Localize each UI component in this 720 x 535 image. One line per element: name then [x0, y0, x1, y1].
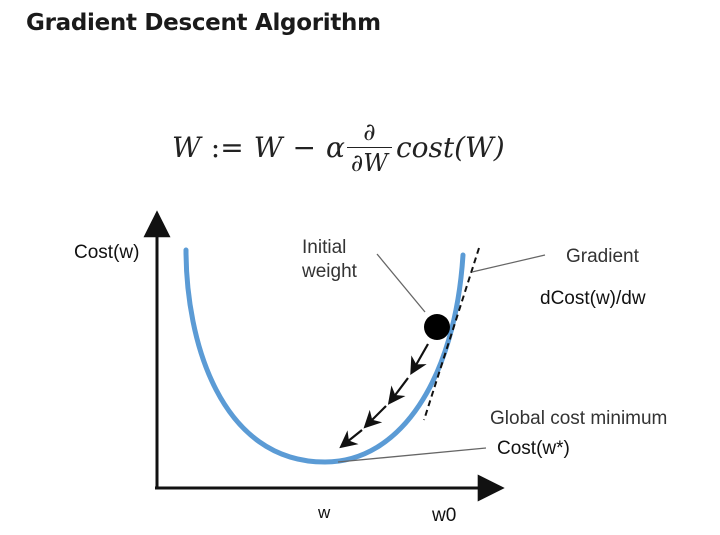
formula-derivative-fraction: ∂ ∂W — [346, 117, 392, 175]
page-title: Gradient Descent Algorithm — [26, 10, 381, 36]
gradient-label: Gradient — [566, 246, 639, 267]
x-tick-label-w0: w0 — [432, 505, 457, 526]
formula-partial-numerator: ∂ — [363, 117, 376, 146]
initial-weight-label-line2: weight — [302, 261, 357, 282]
formula-lhs: W — [172, 130, 201, 164]
formula-assign: := — [210, 130, 244, 164]
initial-weight-point — [424, 314, 450, 340]
update-rule-formula: W := W − α ∂ ∂W cost(W) — [172, 112, 505, 182]
global-minimum-value-label: Cost(w*) — [497, 438, 570, 459]
initial-weight-label: Initial weight — [302, 236, 357, 284]
cost-curve — [183, 247, 466, 465]
initial-weight-label-line1: Initial — [302, 237, 347, 258]
initial-weight-leader — [376, 253, 426, 313]
formula-alpha: α — [325, 130, 345, 164]
gradient-formula-label: dCost(w)/dw — [540, 288, 646, 309]
gradient-tangent-line — [423, 247, 480, 421]
gradient-leader — [471, 254, 546, 273]
formula-partial-denominator: ∂W — [346, 146, 392, 175]
global-minimum-label: Global cost minimum — [490, 408, 668, 429]
global-minimum-leader — [337, 447, 487, 463]
descent-step-arrow — [363, 405, 387, 429]
formula-rhs-w: W — [253, 130, 283, 164]
descent-step-arrow — [339, 429, 363, 449]
descent-step-arrow — [387, 377, 409, 405]
x-tick-label-w: w — [318, 503, 331, 522]
formula-cost-function: cost(W) — [395, 130, 505, 164]
y-axis-label: Cost(w) — [74, 242, 140, 263]
descent-step-arrow — [410, 343, 429, 376]
formula-minus: − — [292, 130, 316, 164]
